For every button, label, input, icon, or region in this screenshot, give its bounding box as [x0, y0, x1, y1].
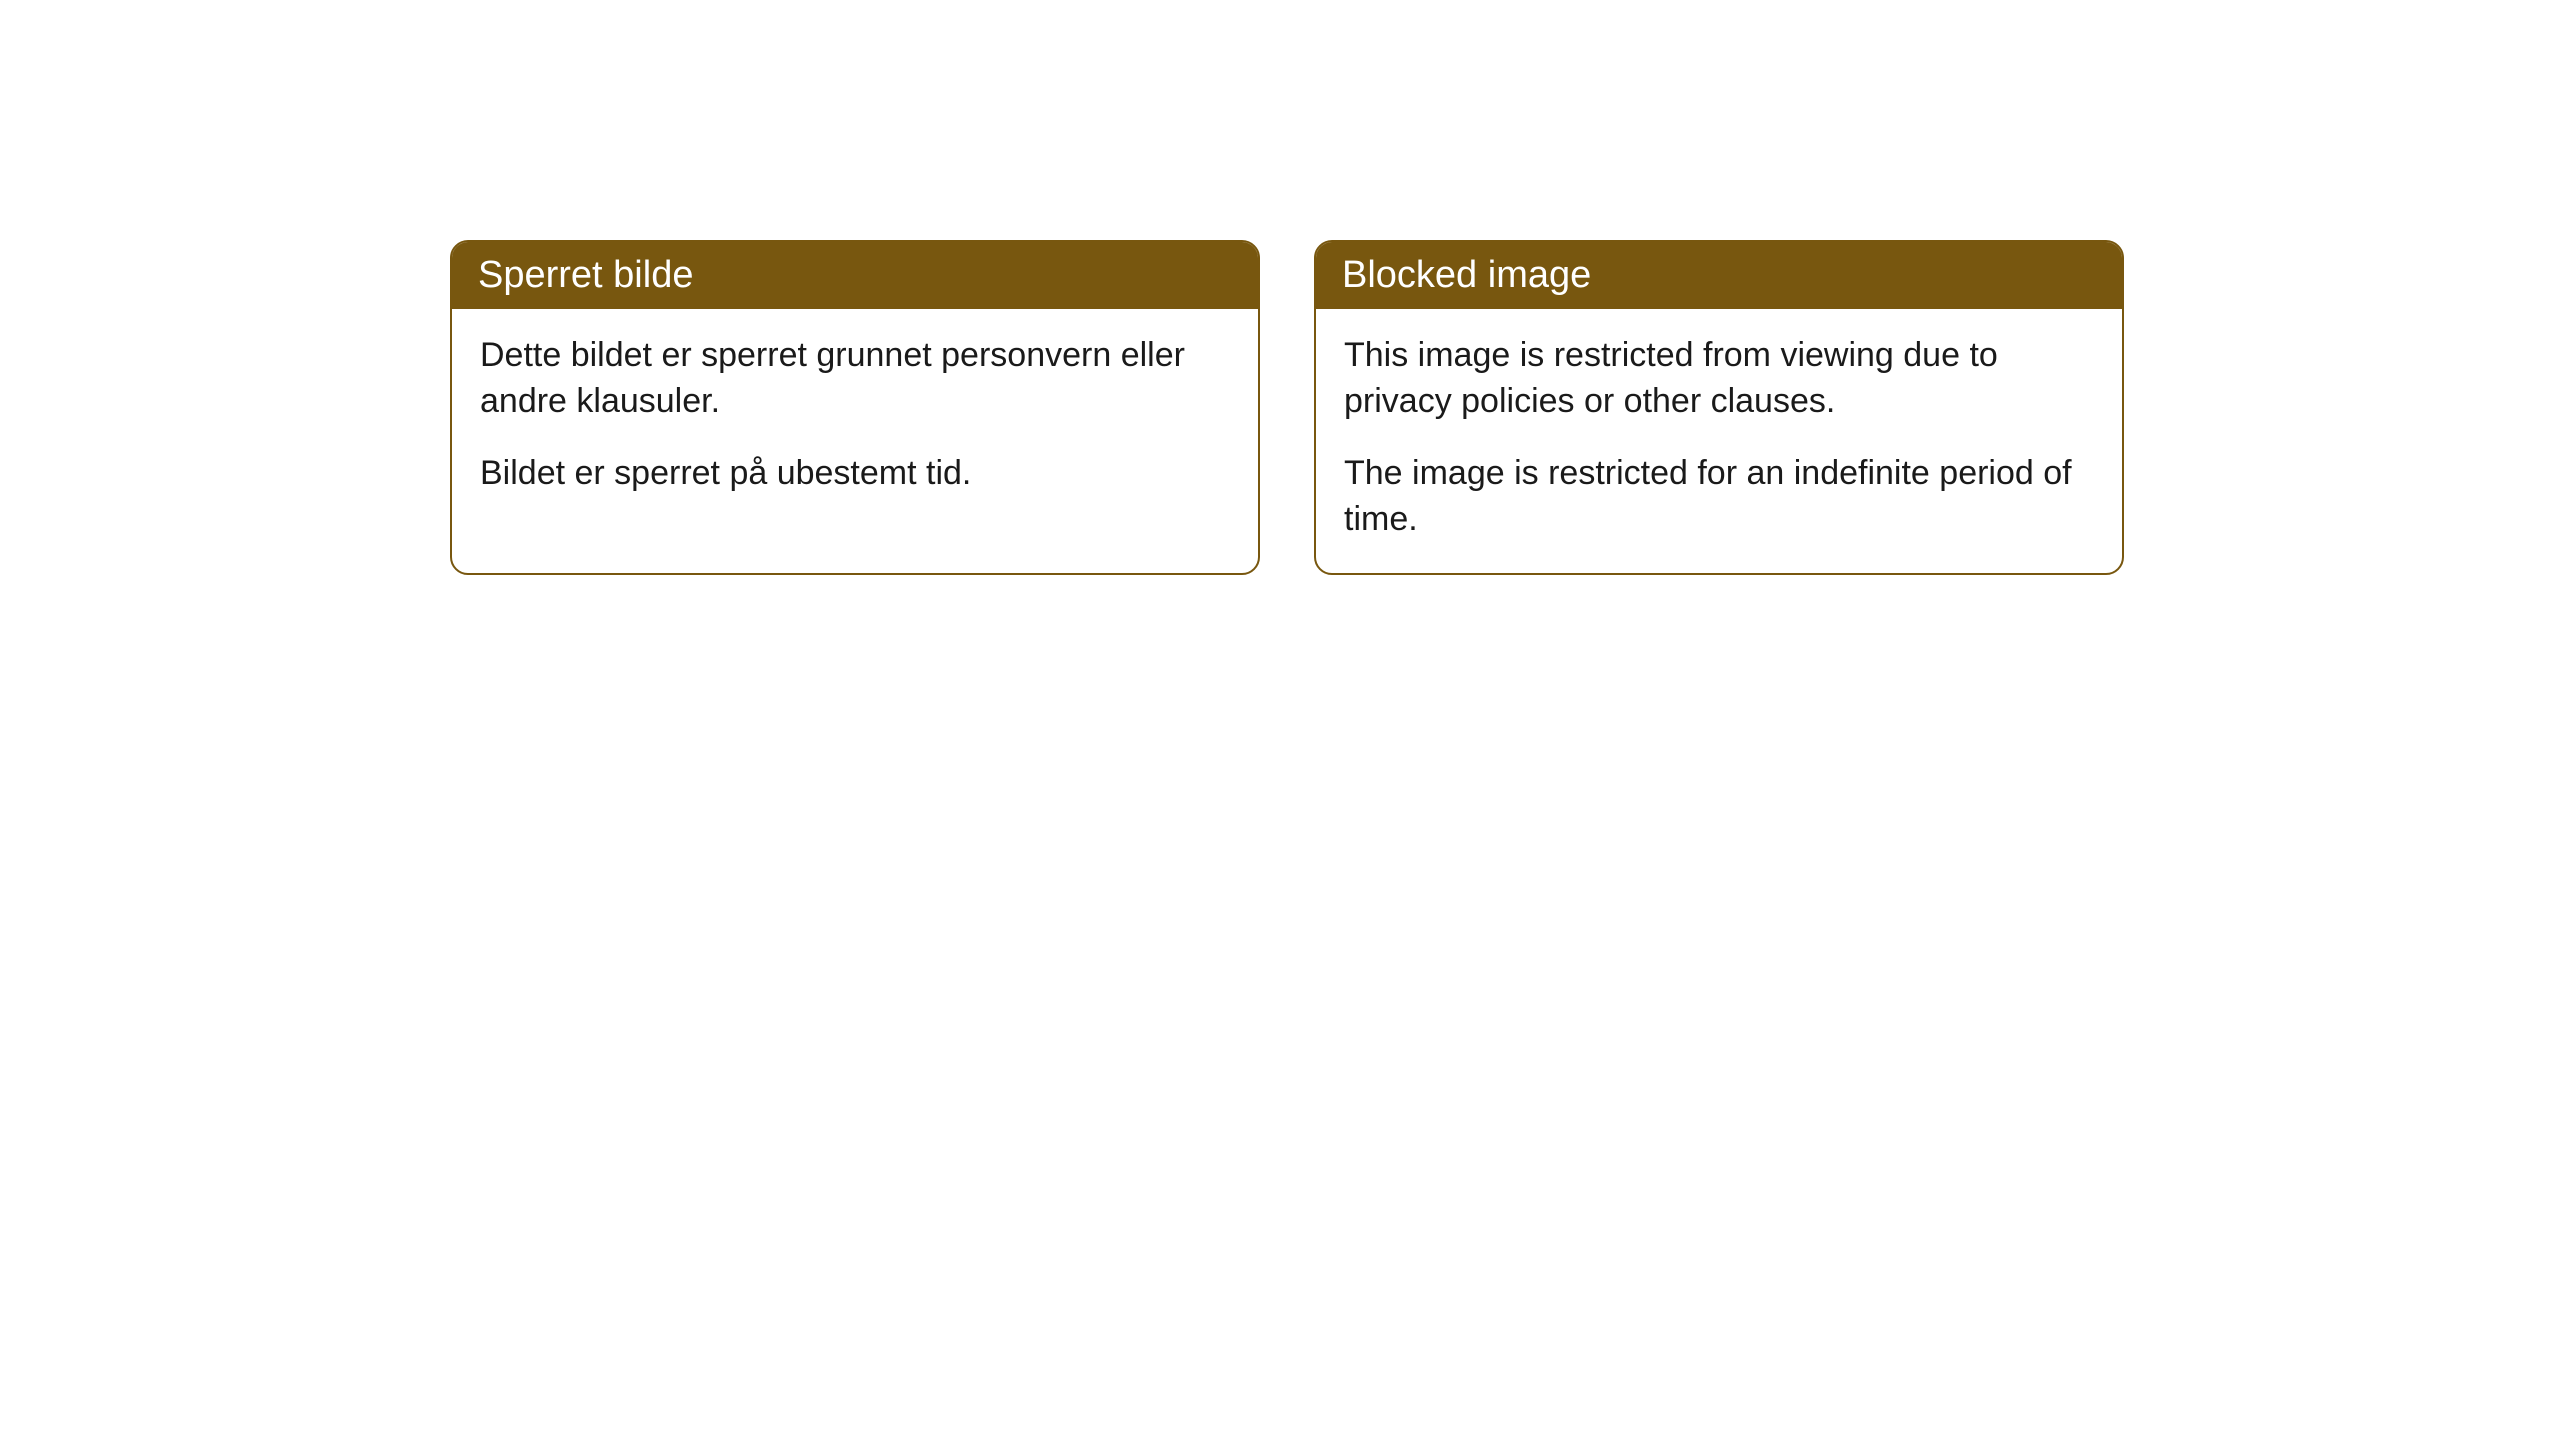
notice-card-english: Blocked image This image is restricted f…	[1314, 240, 2124, 575]
card-body: This image is restricted from viewing du…	[1316, 309, 2122, 573]
notice-paragraph: The image is restricted for an indefinit…	[1344, 451, 2094, 543]
notice-cards-container: Sperret bilde Dette bildet er sperret gr…	[450, 240, 2560, 575]
notice-paragraph: Bildet er sperret på ubestemt tid.	[480, 451, 1230, 497]
card-header: Sperret bilde	[452, 242, 1258, 309]
notice-paragraph: Dette bildet er sperret grunnet personve…	[480, 333, 1230, 425]
card-body: Dette bildet er sperret grunnet personve…	[452, 309, 1258, 527]
notice-paragraph: This image is restricted from viewing du…	[1344, 333, 2094, 425]
notice-card-norwegian: Sperret bilde Dette bildet er sperret gr…	[450, 240, 1260, 575]
card-header: Blocked image	[1316, 242, 2122, 309]
